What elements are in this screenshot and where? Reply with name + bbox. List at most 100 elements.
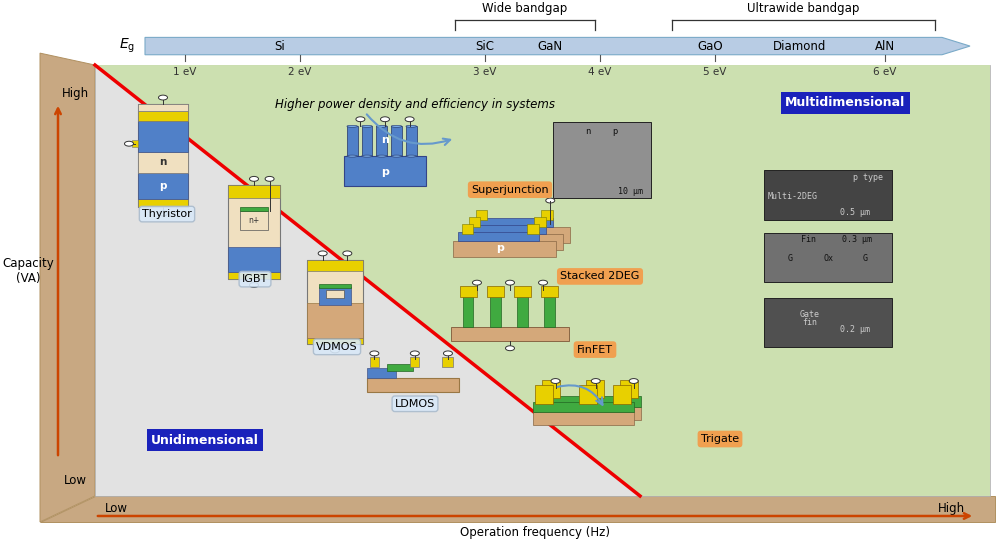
Polygon shape [40, 53, 95, 522]
Bar [307, 338, 363, 344]
Bar [138, 121, 188, 152]
Bar [307, 260, 363, 344]
Circle shape [356, 117, 365, 122]
Text: Wide bandgap: Wide bandgap [482, 2, 568, 15]
Bar [138, 111, 188, 121]
Bar [586, 380, 604, 398]
FancyArrow shape [145, 37, 970, 55]
Bar [532, 402, 634, 412]
Text: 1 eV: 1 eV [173, 67, 197, 77]
Ellipse shape [391, 155, 402, 157]
Bar [138, 104, 188, 207]
Text: Ox: Ox [823, 254, 833, 263]
Text: High: High [61, 87, 89, 100]
Circle shape [539, 280, 548, 285]
Text: Multi-2DEG: Multi-2DEG [768, 192, 818, 201]
Text: n: n [159, 157, 167, 167]
Circle shape [158, 211, 168, 216]
Ellipse shape [362, 155, 372, 157]
Text: GaO: GaO [697, 40, 723, 53]
Circle shape [370, 351, 379, 356]
Bar [764, 170, 892, 220]
FancyArrowPatch shape [367, 114, 450, 145]
Text: 10 μm: 10 μm [618, 187, 642, 196]
Bar [532, 412, 634, 425]
Text: Si: Si [275, 40, 285, 53]
Text: n: n [381, 135, 389, 145]
Text: Superjunction: Superjunction [471, 185, 549, 195]
Bar [544, 289, 555, 327]
Polygon shape [95, 65, 990, 496]
Bar [465, 225, 546, 234]
Text: p type: p type [853, 173, 883, 182]
Bar [469, 217, 480, 227]
Bar [540, 406, 641, 420]
Bar [240, 211, 268, 230]
Text: G: G [788, 254, 792, 263]
Circle shape [265, 177, 274, 182]
Ellipse shape [347, 125, 358, 127]
Bar [764, 233, 892, 282]
Text: Operation frequency (Hz): Operation frequency (Hz) [460, 526, 610, 539]
Bar [442, 357, 453, 367]
Bar [95, 65, 990, 496]
Text: 2 eV: 2 eV [288, 67, 312, 77]
Text: VDMOS: VDMOS [316, 342, 358, 352]
Bar [228, 185, 280, 279]
Bar [458, 233, 539, 241]
Text: Ultrawide bandgap: Ultrawide bandgap [747, 2, 859, 15]
Circle shape [551, 378, 560, 384]
Bar [410, 357, 419, 367]
Text: fin: fin [802, 318, 818, 327]
Bar [228, 247, 280, 272]
Text: 3 eV: 3 eV [473, 67, 497, 77]
Bar [387, 364, 413, 371]
Ellipse shape [347, 155, 358, 157]
Bar [620, 380, 638, 398]
Bar [228, 185, 280, 198]
Text: 4 eV: 4 eV [588, 67, 612, 77]
Ellipse shape [376, 125, 387, 127]
Bar [370, 357, 379, 367]
Text: Multidimensional: Multidimensional [785, 96, 905, 109]
Bar [367, 367, 396, 378]
Text: SiC: SiC [476, 40, 494, 53]
Ellipse shape [391, 125, 402, 127]
Text: G: G [862, 254, 868, 263]
Bar [553, 122, 651, 198]
Circle shape [443, 351, 452, 356]
Circle shape [250, 283, 258, 287]
Text: Low: Low [64, 474, 87, 487]
Ellipse shape [376, 155, 387, 157]
Text: Thyristor: Thyristor [142, 209, 192, 219]
Bar [451, 327, 569, 341]
Text: p: p [496, 243, 504, 253]
Bar [527, 224, 539, 234]
Bar [613, 385, 631, 404]
Bar [463, 289, 473, 327]
Bar [138, 172, 188, 199]
Circle shape [158, 95, 168, 100]
Circle shape [343, 251, 352, 256]
Text: Gate: Gate [800, 310, 820, 319]
Bar [541, 210, 553, 220]
Bar [138, 199, 188, 207]
Circle shape [380, 117, 390, 122]
Bar [517, 289, 528, 327]
Text: GaN: GaN [537, 40, 563, 53]
Bar [514, 286, 531, 298]
Text: 0.5 μm: 0.5 μm [840, 208, 870, 217]
Bar [326, 291, 344, 298]
Bar [472, 218, 553, 227]
Text: FinFET: FinFET [577, 345, 613, 354]
Bar [367, 378, 459, 392]
Bar [476, 210, 487, 220]
Bar [487, 286, 504, 298]
Bar [466, 227, 570, 243]
Text: 0.3 μm: 0.3 μm [842, 235, 872, 244]
Text: $E_{\rm g}$: $E_{\rm g}$ [119, 37, 135, 55]
Bar [460, 234, 563, 250]
Bar [240, 207, 268, 211]
Circle shape [318, 251, 327, 256]
Bar [376, 126, 387, 156]
